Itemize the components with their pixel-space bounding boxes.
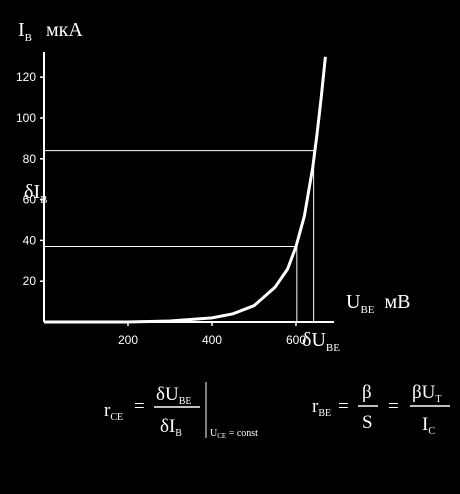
delta-ib-label: δIB [24, 181, 47, 206]
y-tick-label: 20 [23, 274, 37, 288]
svg-text:=: = [388, 396, 399, 417]
y-tick-label: 80 [23, 152, 37, 166]
tick-group: 20 40 60 80 100 120 200 400 600 [16, 70, 306, 347]
svg-text:S: S [362, 412, 373, 433]
svg-text:rBE: rBE [312, 396, 331, 419]
svg-text:β: β [362, 382, 372, 403]
svg-text:=: = [338, 396, 349, 417]
svg-text:IC: IC [422, 414, 435, 437]
y-tick-label: 60 [23, 193, 37, 207]
y-tick-label: 40 [23, 233, 37, 247]
svg-text:=: = [134, 396, 145, 417]
y-tick-label: 100 [16, 111, 36, 125]
y-axis-label: IB мкА [18, 19, 83, 44]
svg-text:δIB: δIB [160, 416, 182, 439]
y-tick-label: 120 [16, 70, 36, 84]
x-axis-label: UBE мВ [346, 291, 411, 316]
x-tick-label: 600 [286, 333, 306, 347]
svg-text:δUBE: δUBE [156, 384, 191, 407]
x-tick-label: 200 [118, 333, 138, 347]
formula-rbe: rBE = β S = βUT IC [312, 382, 450, 437]
series-curve [44, 56, 327, 324]
svg-text:βUT: βUT [412, 382, 442, 405]
svg-text:UCE = const: UCE = const [210, 428, 258, 440]
svg-text:rCE: rCE [104, 400, 123, 423]
x-tick-label: 400 [202, 333, 222, 347]
guide-lines [44, 150, 315, 322]
formula-rce: rCE = δUBE δIB UCE = const [104, 382, 258, 440]
delta-ube-label: δUBE [302, 329, 340, 354]
